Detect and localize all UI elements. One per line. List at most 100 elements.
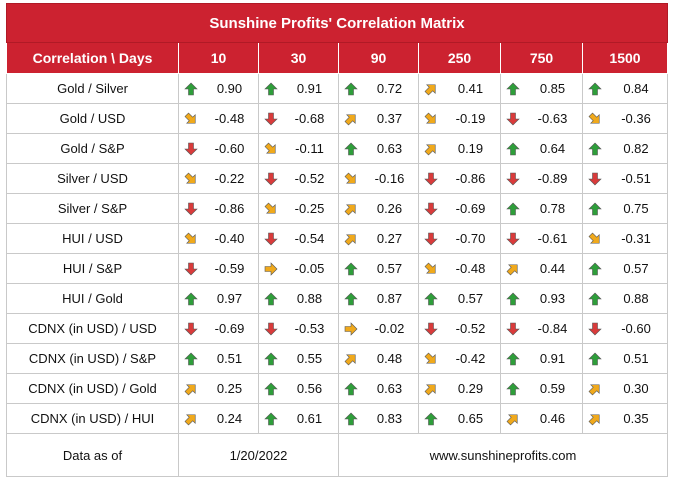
correlation-cell: 0.57	[581, 253, 669, 284]
up-arrow-icon	[264, 382, 278, 396]
down-right-arrow-icon	[264, 202, 276, 214]
up-right-arrow-icon	[588, 384, 600, 396]
down-right-arrow-icon	[424, 352, 436, 364]
correlation-value: 0.84	[623, 81, 649, 96]
up-right-arrow-icon	[506, 264, 518, 276]
correlation-cell: 0.41	[418, 73, 501, 104]
correlation-cell: 0.72	[338, 73, 419, 104]
pair-label: Gold / USD	[6, 103, 179, 134]
correlation-cell: 0.35	[581, 403, 669, 434]
down-arrow-icon	[264, 172, 278, 186]
correlation-value: 0.29	[457, 381, 484, 396]
correlation-cell: -0.86	[418, 163, 501, 194]
correlation-value: 0.59	[539, 381, 566, 396]
correlation-cell: 0.82	[581, 133, 669, 164]
correlation-value: -0.54	[294, 231, 325, 246]
up-arrow-icon	[344, 262, 358, 276]
correlation-cell: 0.24	[178, 403, 259, 434]
down-arrow-icon	[588, 172, 602, 186]
up-arrow-icon	[588, 202, 602, 216]
header-row: Correlation \ Days 10 30 90 250 750 1500	[6, 42, 669, 74]
correlation-value: -0.22	[214, 171, 245, 186]
correlation-value: 0.93	[539, 291, 566, 306]
correlation-cell: 0.88	[258, 283, 339, 314]
down-arrow-icon	[184, 262, 198, 276]
up-arrow-icon	[588, 262, 602, 276]
correlation-value: 0.19	[457, 141, 484, 156]
down-right-arrow-icon	[588, 232, 600, 244]
correlation-cell: 0.46	[500, 403, 583, 434]
correlation-cell: 0.93	[500, 283, 583, 314]
correlation-cell: 0.37	[338, 103, 419, 134]
table-row: Silver / USD -0.22 -0.52 -0.16 -0.86 -0.89 -0.…	[6, 163, 669, 194]
pair-label: CDNX (in USD) / Gold	[6, 373, 179, 404]
correlation-value: 0.91	[539, 351, 566, 366]
pair-label: CDNX (in USD) / USD	[6, 313, 179, 344]
correlation-cell: 0.91	[500, 343, 583, 374]
correlation-cell: 0.63	[338, 373, 419, 404]
correlation-matrix: Sunshine Profits' Correlation Matrix Cor…	[5, 3, 669, 477]
correlation-value: -0.63	[537, 111, 568, 126]
correlation-cell: 0.97	[178, 283, 259, 314]
down-arrow-icon	[424, 172, 438, 186]
correlation-cell: 0.48	[338, 343, 419, 374]
correlation-cell: -0.60	[581, 313, 669, 344]
up-arrow-icon	[588, 142, 602, 156]
footer-row: Data as of 1/20/2022 www.sunshineprofits…	[6, 433, 669, 477]
correlation-cell: 0.83	[338, 403, 419, 434]
correlation-value: 0.57	[376, 261, 403, 276]
correlation-cell: -0.53	[258, 313, 339, 344]
up-arrow-icon	[506, 82, 520, 96]
up-right-arrow-icon	[344, 354, 356, 366]
correlation-value: 0.46	[539, 411, 566, 426]
down-arrow-icon	[184, 322, 198, 336]
correlation-value: 0.91	[296, 81, 323, 96]
correlation-value: -0.61	[537, 231, 568, 246]
pair-label: HUI / USD	[6, 223, 179, 254]
correlation-value: 0.88	[296, 291, 323, 306]
correlation-value: 0.82	[623, 141, 649, 156]
correlation-table: Sunshine Profits' Correlation Matrix Cor…	[5, 3, 669, 477]
correlation-value: -0.52	[455, 321, 486, 336]
up-arrow-icon	[264, 82, 278, 96]
correlation-cell: 0.88	[581, 283, 669, 314]
correlation-value: -0.36	[621, 111, 651, 126]
correlation-cell: -0.86	[178, 193, 259, 224]
correlation-value: 0.78	[539, 201, 566, 216]
correlation-value: 0.61	[296, 411, 323, 426]
correlation-cell: 0.25	[178, 373, 259, 404]
correlation-cell: -0.60	[178, 133, 259, 164]
correlation-value: -0.60	[214, 141, 245, 156]
correlation-cell: -0.70	[418, 223, 501, 254]
matrix-title: Sunshine Profits' Correlation Matrix	[5, 3, 669, 43]
table-row: CDNX (in USD) / Gold 0.25 0.56 0.63 0.29 0.59…	[6, 373, 669, 404]
pair-label: HUI / Gold	[6, 283, 179, 314]
correlation-cell: 0.78	[500, 193, 583, 224]
correlation-value: -0.59	[214, 261, 245, 276]
correlation-value: 0.25	[216, 381, 243, 396]
correlation-value: -0.19	[455, 111, 486, 126]
up-right-arrow-icon	[344, 234, 356, 246]
correlation-cell: 0.87	[338, 283, 419, 314]
correlation-cell: -0.16	[338, 163, 419, 194]
correlation-value: -0.25	[294, 201, 325, 216]
correlation-value: -0.05	[294, 261, 325, 276]
right-arrow-icon	[344, 322, 358, 336]
correlation-value: 0.30	[623, 381, 649, 396]
correlation-cell: 0.57	[338, 253, 419, 284]
correlation-value: 0.48	[376, 351, 403, 366]
correlation-value: 0.65	[457, 411, 484, 426]
up-arrow-icon	[588, 352, 602, 366]
pair-label: CDNX (in USD) / S&P	[6, 343, 179, 374]
correlation-value: -0.02	[374, 321, 405, 336]
up-arrow-icon	[344, 142, 358, 156]
correlation-cell: 0.65	[418, 403, 501, 434]
up-arrow-icon	[506, 292, 520, 306]
correlation-cell: 0.91	[258, 73, 339, 104]
correlation-cell: -0.48	[178, 103, 259, 134]
correlation-cell: -0.42	[418, 343, 501, 374]
pair-label: Silver / USD	[6, 163, 179, 194]
table-row: Gold / S&P -0.60 -0.11 0.63 0.19 0.64 0.82	[6, 133, 669, 164]
correlation-cell: 0.75	[581, 193, 669, 224]
correlation-cell: 0.51	[178, 343, 259, 374]
